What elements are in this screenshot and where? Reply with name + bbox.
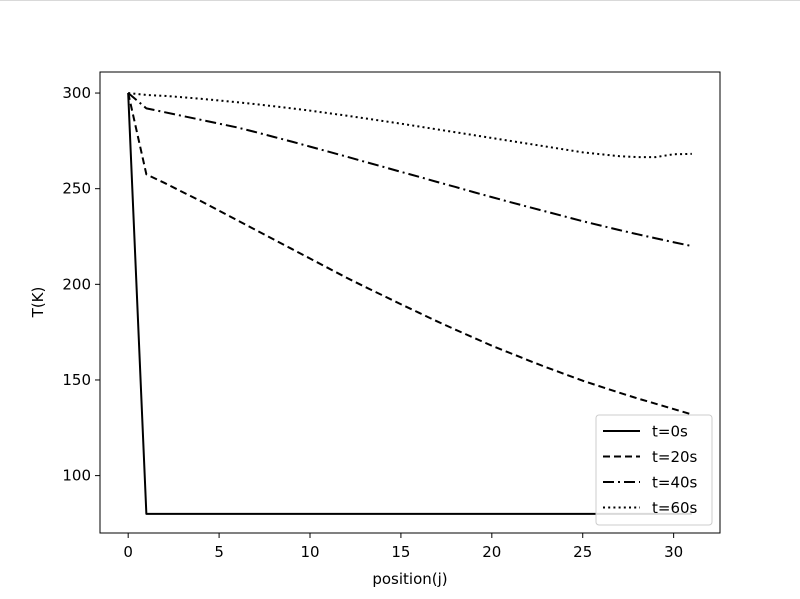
x-tick-label: 20 [482,543,501,561]
axes-frame [99,71,721,534]
legend: t=0s t=20s t=40s t=60s [595,414,713,526]
x-tick-label: 25 [573,543,592,561]
legend-label: t=20s [652,448,698,466]
y-tick-label: 300 [62,84,91,102]
y-tick-label: 100 [62,467,91,485]
y-tick-label: 150 [62,371,91,389]
x-tick-label: 0 [123,543,133,561]
legend-box [595,414,713,526]
x-tick-label: 10 [300,543,319,561]
x-axis-ticks: 0 5 10 15 20 25 30 [123,533,683,561]
x-tick-label: 15 [391,543,410,561]
series-line-t-20s [127,92,693,416]
y-tick-label: 250 [62,180,91,198]
legend-label: t=0s [652,423,688,441]
top-border [0,0,800,1]
y-tick-label: 200 [62,275,91,293]
y-axis-label: T(K) [29,287,47,319]
y-axis-ticks: 100 150 200 250 300 [62,84,100,485]
legend-label: t=60s [652,499,698,517]
x-tick-label: 5 [214,543,224,561]
series-line-t-60s [128,92,692,159]
x-axis-label: position(j) [372,570,447,588]
legend-label: t=40s [652,474,698,492]
series-line-t-40s [127,92,693,248]
x-tick-label: 30 [664,543,683,561]
